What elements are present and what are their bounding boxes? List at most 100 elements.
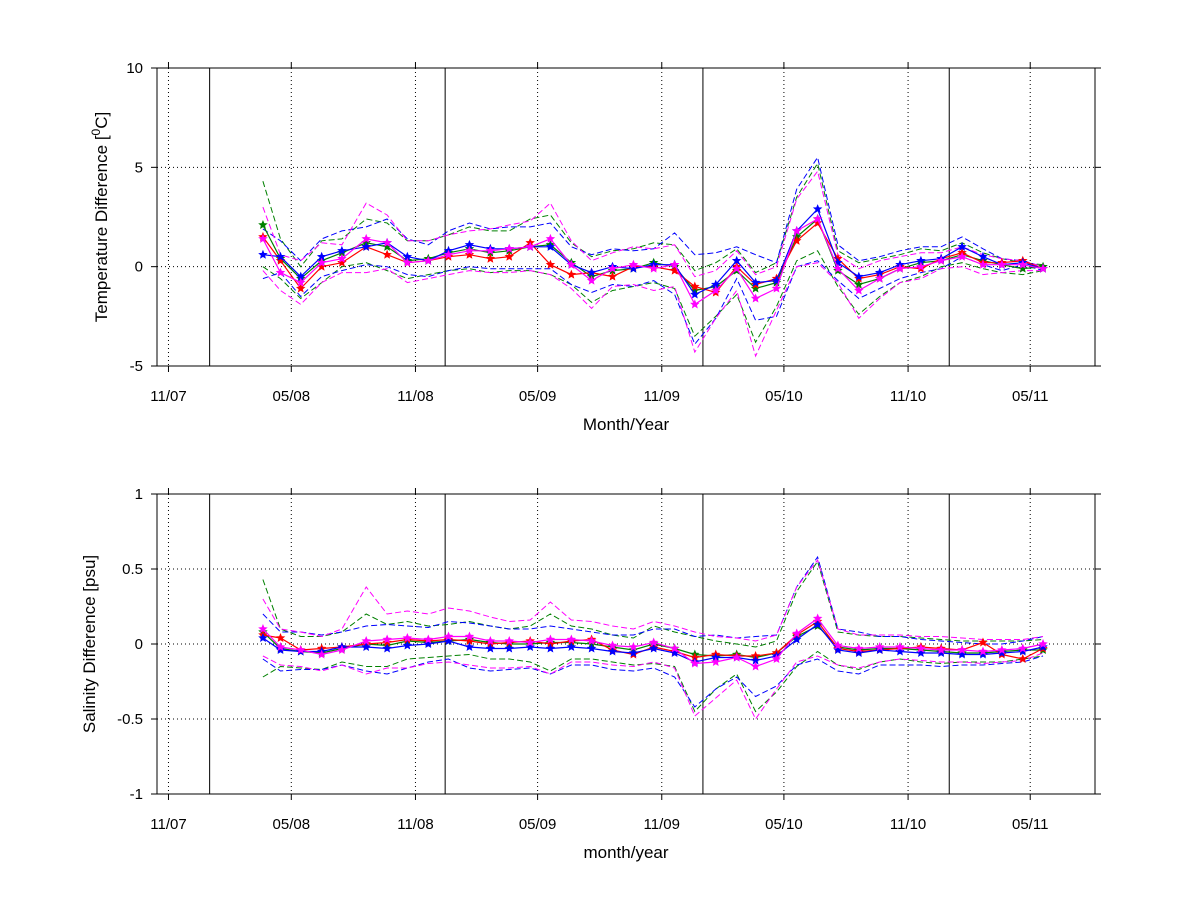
series-3-point [586, 643, 597, 653]
series-2-point [690, 281, 700, 291]
series-4-point [669, 643, 680, 653]
series-4-point [586, 275, 597, 285]
series-4-point [316, 257, 327, 267]
series-4-point [382, 237, 392, 247]
series-4-point [423, 634, 434, 644]
series-3-point [1038, 642, 1048, 652]
series-3-point [361, 241, 371, 251]
series-4-point [690, 658, 700, 668]
series-3-point [258, 633, 268, 643]
y-axis-label: Temperature Difference [0C] [89, 112, 111, 322]
x-tick-label: 11/07 [150, 816, 186, 833]
series-2-point [1018, 654, 1028, 664]
series-4-point [464, 631, 475, 641]
x-tick-label: 05/09 [519, 388, 557, 405]
series-4-point [669, 259, 680, 269]
series-3-point [916, 648, 926, 658]
series-4-point [485, 245, 496, 255]
series-4-point [731, 263, 742, 273]
y-tick-label: 1 [135, 486, 143, 503]
series-4-point [295, 645, 306, 655]
chart-panel-2: -1 -0.5 0 0.5 1 11/07 05/08 11/08 05/09 11/09 05/1… [80, 486, 1101, 862]
series-4-point [648, 263, 659, 273]
series-2-point [504, 251, 514, 261]
series-4-point [258, 624, 268, 634]
series-3-point [443, 636, 454, 646]
x-tick-label: 05/08 [273, 816, 311, 833]
series-4-point [1038, 263, 1048, 273]
series-3-point [648, 643, 659, 653]
series-3-point [1018, 646, 1028, 656]
series-3-point [361, 642, 371, 652]
series-3-point [997, 648, 1007, 658]
series-3-point [669, 648, 680, 658]
series-4-point [566, 259, 577, 269]
series-4-point [916, 643, 926, 653]
series-4-point [382, 634, 392, 644]
envelope-lower-line-2 [262, 256, 1044, 346]
series-3-point [566, 642, 577, 652]
series-4-point [916, 261, 926, 271]
x-tick-label: 11/09 [644, 816, 680, 833]
series-3-point [275, 251, 286, 261]
y-tick-label: -0.5 [117, 711, 143, 728]
series-2-point [566, 269, 577, 279]
series-1-point [750, 283, 761, 293]
series-4-point [895, 263, 905, 273]
series-2-point [382, 249, 392, 259]
chart-panel-1: -5 0 5 10 11/07 05/08 11/08 05/09 11/09 05/10 11/1… [89, 60, 1101, 434]
series-4-point [607, 263, 618, 273]
series-3-point [586, 267, 597, 277]
series-2-point [295, 283, 306, 293]
envelope-upper-line-2 [262, 555, 1044, 645]
series-4-point [791, 225, 802, 235]
series-4-point [978, 259, 988, 269]
envelope-upper-line-2 [262, 156, 1044, 268]
series-4-point [275, 267, 286, 277]
x-tick-label: 11/07 [150, 388, 186, 405]
series-4-point [690, 299, 700, 309]
series-3-point [812, 204, 823, 214]
y-tick-label: -1 [130, 786, 143, 803]
plot-area-frame [156, 67, 1096, 367]
series-4-point [750, 661, 761, 671]
series-4-point [402, 633, 413, 643]
series-3-point [854, 648, 864, 658]
series-4-point [525, 241, 535, 251]
series-4-point [812, 214, 823, 224]
series-4-point [874, 642, 885, 652]
series-4-point [791, 628, 802, 638]
series-4-point [771, 283, 782, 293]
series-3-point [258, 249, 268, 259]
series-4-point [504, 243, 514, 253]
series-4-point [936, 255, 946, 265]
series-4-point [895, 642, 905, 652]
x-axis-label: month/year [583, 843, 668, 862]
series-4-point [812, 613, 823, 623]
x-tick-label: 05/08 [273, 388, 311, 405]
y-axis-label-superscript: 0 [89, 128, 103, 135]
y-tick-label: 5 [135, 159, 143, 176]
series-3-point [504, 643, 514, 653]
series-4-point [833, 263, 843, 273]
y-tick-label: 0 [135, 636, 143, 653]
series-3-point [402, 640, 413, 650]
series-4-point [1018, 259, 1028, 269]
series-4-point [874, 273, 885, 283]
envelope-upper-line-1 [262, 162, 1044, 274]
y-axis-label: Salinity Difference [psu] [80, 555, 99, 733]
series-4-point [750, 293, 761, 303]
series-3-point [628, 648, 639, 658]
x-axis-label: Month/Year [583, 415, 670, 434]
series-3-point [978, 251, 988, 261]
y-axis-label-part: Temperature Difference [ [92, 135, 111, 322]
series-3-point [936, 648, 946, 658]
series-4-point [997, 259, 1007, 269]
x-tick-label: 11/10 [890, 388, 926, 405]
x-tick-label: 05/09 [519, 816, 557, 833]
series-4-point [545, 233, 556, 243]
series-1-point [1018, 263, 1028, 273]
series-4-point [295, 277, 306, 287]
series-4-point [833, 640, 843, 650]
y-tick-label: 10 [126, 60, 143, 77]
